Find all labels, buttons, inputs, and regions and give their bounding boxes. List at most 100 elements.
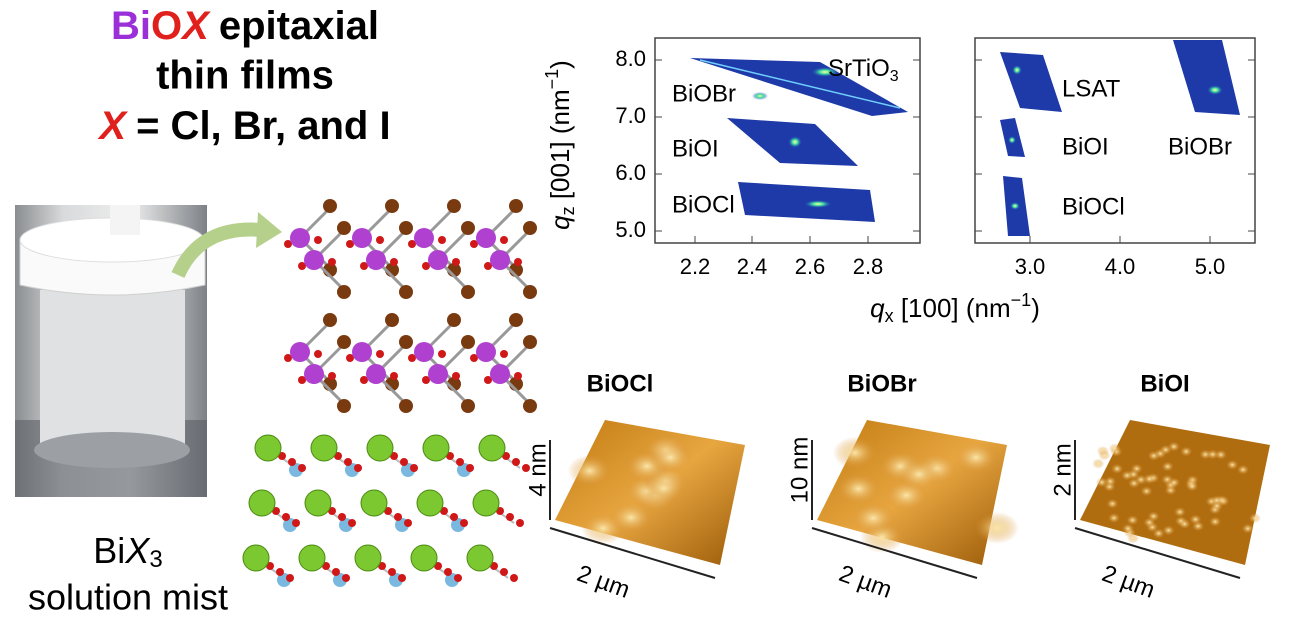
afm-feature (1173, 506, 1186, 517)
afm-feature (1192, 521, 1205, 532)
afm-feature (851, 502, 896, 535)
afm-feature (609, 501, 654, 534)
afm-feature (1210, 495, 1223, 506)
atom-o (506, 513, 514, 521)
caption-x: X (124, 530, 151, 571)
atom-x (509, 199, 523, 213)
title-line: X = Cl, Br, and I (97, 104, 390, 148)
atom-a (242, 544, 270, 572)
atom-x (323, 313, 337, 327)
atom-x (447, 313, 461, 327)
afm-feature (1161, 474, 1174, 485)
afm-feature (1121, 470, 1134, 481)
afm-feature (641, 472, 686, 505)
atom-x (509, 313, 523, 327)
atom-o (292, 519, 300, 527)
rsm-spot (1207, 85, 1223, 95)
atom-o (288, 458, 296, 466)
rsm-spot (1008, 136, 1016, 144)
afm-feature (974, 511, 1019, 544)
afm-feature (1152, 528, 1165, 539)
atom-bi (414, 228, 434, 248)
atom-x (337, 399, 351, 413)
afm-feature (1161, 461, 1174, 472)
atom-bi (290, 342, 310, 362)
x-tick-label: 2.8 (853, 254, 884, 279)
title-x: X (97, 104, 128, 148)
rsm-label: BiOCl (1062, 193, 1125, 220)
rsm-label: BiOI (672, 135, 719, 162)
axis-text: ) (545, 60, 575, 69)
atom-o (332, 568, 340, 576)
afm-lateral: 2 µm (1098, 560, 1158, 604)
atom-o (298, 376, 306, 384)
atom-o (438, 236, 446, 244)
atom-o (522, 464, 530, 472)
caption: solution mist (28, 577, 228, 618)
afm-feature (1248, 513, 1261, 524)
rsm-label-sub: 3 (890, 68, 899, 85)
afm-feature (1134, 474, 1147, 485)
atom-o (484, 376, 492, 384)
caption: BiX3 (93, 530, 162, 574)
atom-x (399, 399, 413, 413)
afm-axis (1074, 527, 1241, 579)
afm-feature (1162, 525, 1175, 536)
atom-o (354, 464, 362, 472)
atom-a (366, 434, 394, 462)
afm-feature (1092, 458, 1105, 469)
afm-feature (836, 472, 881, 505)
atom-o (456, 458, 464, 466)
atom-o (360, 262, 368, 270)
atom-x (461, 285, 475, 299)
afm-feature (1106, 498, 1119, 509)
atom-bi (490, 250, 510, 270)
atom-x (523, 399, 537, 413)
atom-o (484, 262, 492, 270)
y-tick-label: 6.0 (615, 160, 646, 185)
atom-bi (428, 364, 448, 384)
caption-bi: Bi (93, 530, 125, 571)
atom-a (254, 434, 282, 462)
rsm-spot (804, 200, 832, 208)
afm-feature (1237, 464, 1250, 475)
x-tick-label: 2.4 (737, 254, 768, 279)
afm-axis (549, 527, 716, 579)
x-tick-label: 5.0 (1195, 254, 1226, 279)
atom-x (461, 399, 475, 413)
rsm-maps (690, 40, 1240, 236)
atom-o (512, 458, 520, 466)
rsm-label: BiOBr (1168, 133, 1232, 160)
atom-o (466, 464, 474, 472)
rsm-spot (1010, 202, 1020, 210)
afm-height: 4 nm (524, 443, 551, 496)
photo-nozzle (110, 205, 140, 235)
atom-x (337, 335, 351, 349)
atom-o (470, 354, 478, 362)
arrow-head (256, 212, 282, 248)
atom-a (478, 434, 506, 462)
afm-feature (1180, 446, 1193, 457)
caption-sub: 3 (149, 546, 162, 573)
afm-title: BiOBr (847, 370, 916, 397)
rsm-label: LSAT (1062, 75, 1121, 102)
atom-bi (352, 342, 372, 362)
atom-o (346, 354, 354, 362)
atom-bi (352, 228, 372, 248)
atom-o (514, 258, 522, 266)
atom-o (516, 519, 524, 527)
y-tick-label: 8.0 (615, 46, 646, 71)
title-text: epitaxial (219, 4, 379, 48)
atom-o (510, 574, 518, 582)
afm-height: 2 nm (1049, 443, 1076, 496)
afm-title: BiOCl (587, 370, 654, 397)
atom-x (385, 313, 399, 327)
afm-feature (1143, 517, 1156, 528)
afm-feature (1122, 523, 1135, 534)
afm-lateral: 2 µm (835, 560, 895, 604)
title-x: X (180, 4, 211, 48)
x-tick-label: 4.0 (1105, 254, 1136, 279)
afm-lateral: 2 µm (573, 560, 633, 604)
atom-a (422, 434, 450, 462)
afm-feature (1104, 476, 1117, 487)
